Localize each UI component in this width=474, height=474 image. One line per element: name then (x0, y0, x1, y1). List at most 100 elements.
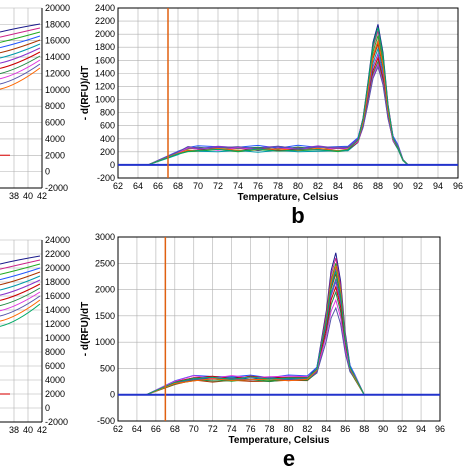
y-tick-label: -500 (97, 416, 115, 426)
y-tick-label: 12000 (45, 68, 70, 78)
x-tick-label: 96 (453, 181, 463, 191)
y-tick-label: 0 (110, 160, 115, 170)
melt-curve-series-4 (146, 268, 422, 396)
amplification-curve-5 (0, 271, 41, 286)
y-tick-label: -2000 (45, 417, 68, 427)
y-tick-label: 2000 (95, 285, 115, 295)
y-tick-label: 0 (45, 403, 50, 413)
x-axis-label: Temperature, Celsius (229, 435, 330, 446)
y-tick-label: 6000 (45, 118, 65, 128)
y-tick-label: 18000 (45, 19, 70, 29)
x-tick-label: 62 (113, 424, 123, 434)
y-tick-label: 22000 (45, 249, 70, 259)
y-tick-label: 8000 (45, 347, 65, 357)
amplification-curve-6 (0, 275, 41, 291)
amplification-curve-10 (0, 291, 41, 312)
x-tick-label: 82 (313, 181, 323, 191)
x-tick-label: 94 (416, 424, 426, 434)
x-tick-label: 86 (353, 181, 363, 191)
amplification-curve-9 (0, 55, 41, 75)
x-tick-label: 72 (213, 181, 223, 191)
y-tick-label: 1600 (95, 55, 115, 65)
amplification-curve-2 (0, 27, 41, 38)
y-tick-label: 1000 (95, 95, 115, 105)
y-tick-label: 800 (100, 108, 115, 118)
x-axis-label: Temperature, Celsius (238, 192, 339, 203)
amplification-curve-1 (0, 23, 41, 33)
x-tick-label: 80 (283, 424, 293, 434)
y-tick-label: -200 (97, 173, 115, 183)
y-tick-label: 4000 (45, 134, 65, 144)
x-tick-label: 68 (170, 424, 180, 434)
amplification-curve-1 (0, 255, 41, 265)
x-tick-label: 82 (302, 424, 312, 434)
x-tick-label: 84 (321, 424, 331, 434)
y-tick-label: 14000 (45, 52, 70, 62)
x-tick-label: 38 (9, 191, 19, 201)
x-tick-label: 38 (9, 425, 19, 435)
x-tick-label: 86 (340, 424, 350, 434)
y-tick-label: 2400 (95, 3, 115, 13)
x-tick-label: 66 (153, 181, 163, 191)
melt-curve-series-11 (147, 65, 409, 166)
plot-frame (117, 236, 441, 422)
x-tick-label: 76 (246, 424, 256, 434)
y-tick-label: 0 (110, 390, 115, 400)
y-tick-label: 600 (100, 121, 115, 131)
x-tick-label: 96 (435, 424, 445, 434)
amplification-curve-6 (0, 43, 41, 59)
x-tick-label: 74 (233, 181, 243, 191)
melt-curve-chart-e: 62 64 66 68 70 72 74 76 78 80 82 84 86 88 90 92 94 96 -500… (80, 232, 445, 471)
plot-frame (117, 7, 459, 179)
amplification-curve-13 (0, 303, 41, 327)
amplification-curve-8 (0, 51, 41, 69)
y-tick-label: 18000 (45, 277, 70, 287)
y-tick-label: 10000 (45, 333, 70, 343)
melt-curve-series-2 (146, 257, 422, 396)
y-tick-label: 500 (100, 363, 115, 373)
y-tick-label: 2200 (95, 16, 115, 26)
y-tick-label: 16000 (45, 291, 70, 301)
y-tick-label: 1400 (95, 68, 115, 78)
amplification-curve-3 (0, 31, 41, 43)
x-tick-label: 76 (253, 181, 263, 191)
y-tick-label: 20000 (45, 3, 70, 13)
y-tick-label: 400 (100, 134, 115, 144)
panel-label: e (283, 446, 295, 471)
x-tick-label: 62 (113, 181, 123, 191)
y-tick-label: 1500 (95, 311, 115, 321)
y-tick-label: 24000 (45, 235, 70, 245)
amplification-curve-4 (0, 267, 41, 281)
x-tick-label: 80 (293, 181, 303, 191)
y-tick-label: 2000 (45, 389, 65, 399)
y-tick-label: 1200 (95, 81, 115, 91)
x-tick-label: 88 (359, 424, 369, 434)
partial-amplification-chart-top: 2000018000160001400012000100008000600040… (0, 3, 70, 201)
x-tick-label: 72 (208, 424, 218, 434)
amplification-curve-8 (0, 283, 41, 301)
x-tick-label: 66 (151, 424, 161, 434)
x-tick-label: 74 (227, 424, 237, 434)
panel-label: b (291, 203, 304, 228)
amplification-curve-7 (0, 47, 41, 64)
x-tick-label: 88 (373, 181, 383, 191)
x-tick-label: 90 (378, 424, 388, 434)
amplification-curve-5 (0, 39, 41, 54)
y-tick-label: 2500 (95, 258, 115, 268)
y-tick-label: 8000 (45, 101, 65, 111)
melt-curve-series-13 (147, 27, 409, 166)
amplification-curve-11 (0, 295, 41, 317)
melt-curve-series-3 (146, 263, 422, 396)
y-tick-label: 12000 (45, 319, 70, 329)
y-tick-label: 200 (100, 147, 115, 157)
y-tick-label: 2000 (45, 150, 65, 160)
y-tick-label: 20000 (45, 263, 70, 273)
x-tick-label: 94 (433, 181, 443, 191)
amplification-curve-3 (0, 263, 41, 275)
x-tick-label: 68 (173, 181, 183, 191)
amplification-curve-2 (0, 259, 41, 270)
y-axis-label: - d(RFU)/dT (80, 302, 91, 356)
x-tick-label: 64 (133, 181, 143, 191)
amplification-curve-10 (0, 59, 41, 80)
x-tick-label: 78 (265, 424, 275, 434)
